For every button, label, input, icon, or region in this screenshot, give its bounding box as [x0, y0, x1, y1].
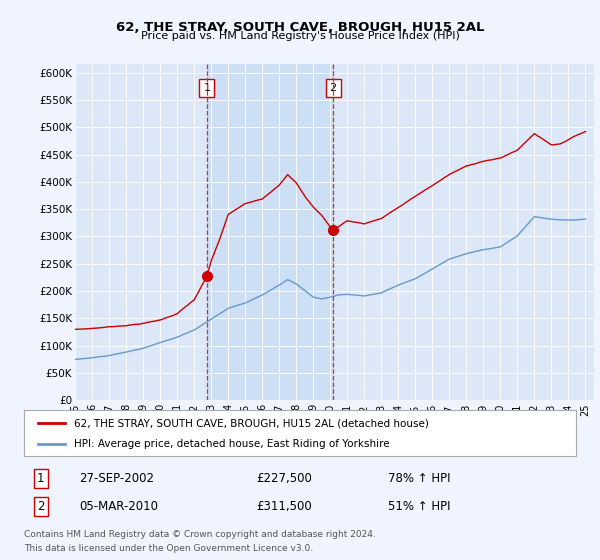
Text: This data is licensed under the Open Government Licence v3.0.: This data is licensed under the Open Gov… — [24, 544, 313, 553]
Text: Contains HM Land Registry data © Crown copyright and database right 2024.: Contains HM Land Registry data © Crown c… — [24, 530, 376, 539]
Text: 27-SEP-2002: 27-SEP-2002 — [79, 472, 154, 485]
Text: Price paid vs. HM Land Registry's House Price Index (HPI): Price paid vs. HM Land Registry's House … — [140, 31, 460, 41]
Text: 78% ↑ HPI: 78% ↑ HPI — [388, 472, 451, 485]
Bar — [207, 64, 333, 400]
Text: 05-MAR-2010: 05-MAR-2010 — [79, 500, 158, 513]
Text: £311,500: £311,500 — [256, 500, 311, 513]
Text: 2: 2 — [37, 500, 44, 513]
Text: HPI: Average price, detached house, East Riding of Yorkshire: HPI: Average price, detached house, East… — [74, 440, 389, 450]
Text: 62, THE STRAY, SOUTH CAVE, BROUGH, HU15 2AL (detached house): 62, THE STRAY, SOUTH CAVE, BROUGH, HU15 … — [74, 418, 428, 428]
Text: 1: 1 — [203, 83, 211, 93]
Text: 62, THE STRAY, SOUTH CAVE, BROUGH, HU15 2AL: 62, THE STRAY, SOUTH CAVE, BROUGH, HU15 … — [116, 21, 484, 34]
Text: 1: 1 — [37, 472, 44, 485]
Text: £227,500: £227,500 — [256, 472, 312, 485]
Text: 51% ↑ HPI: 51% ↑ HPI — [388, 500, 451, 513]
Text: 2: 2 — [329, 83, 337, 93]
